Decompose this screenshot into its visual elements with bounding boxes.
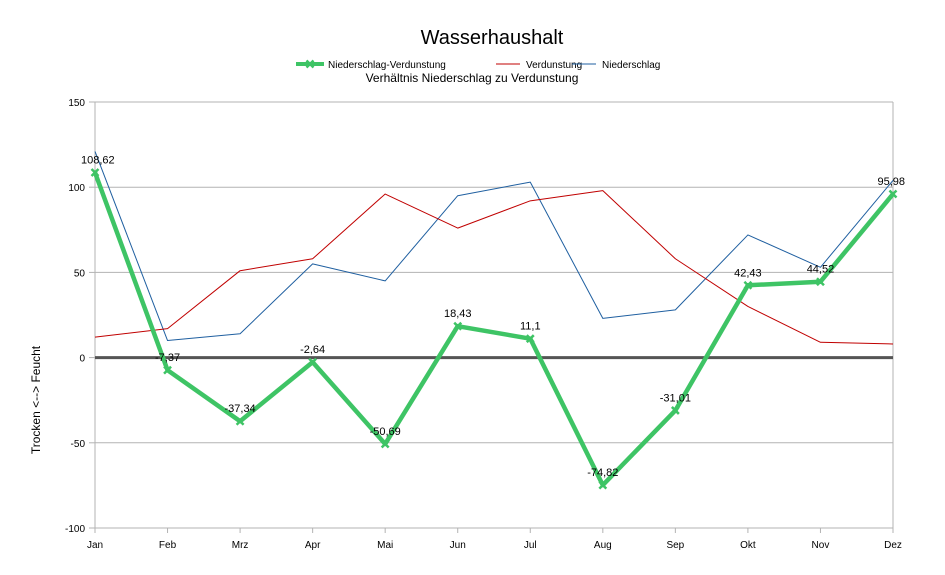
y-tick-label: -100 bbox=[65, 524, 85, 535]
x-tick-label: Dez bbox=[884, 540, 902, 551]
legend-label: Niederschlag bbox=[602, 60, 660, 71]
y-tick-label: 100 bbox=[68, 183, 85, 194]
x-tick-label: Mai bbox=[377, 540, 393, 551]
data-label: 42,43 bbox=[734, 267, 762, 279]
data-label: -31,01 bbox=[660, 392, 691, 404]
data-label: 95,98 bbox=[877, 176, 905, 188]
legend-item: Niederschlag bbox=[572, 60, 660, 71]
data-point bbox=[90, 168, 100, 177]
data-point bbox=[888, 189, 898, 199]
x-tick-label: Okt bbox=[740, 540, 756, 551]
data-label: -50,69 bbox=[370, 426, 401, 438]
data-point bbox=[380, 439, 390, 449]
data-label: -74,82 bbox=[587, 467, 618, 479]
data-labels: 108,62 -7,37 -37,34 -2,64 -50,69 18,43 11,1 -74… bbox=[81, 155, 905, 480]
series-line-1 bbox=[94, 190, 894, 345]
x-tick-label: Jun bbox=[450, 540, 466, 551]
legend: Niederschlag-Verdunstung Verdunstung Niede… bbox=[296, 59, 660, 71]
legend-label: Verdunstung bbox=[526, 60, 582, 71]
chart-subtitle: Verhältnis Niederschlag zu Verdunstung bbox=[366, 71, 579, 85]
data-label: 11,1 bbox=[520, 321, 541, 333]
data-label: -7,37 bbox=[155, 352, 180, 364]
legend-item: Niederschlag-Verdunstung bbox=[296, 59, 446, 71]
data-point bbox=[235, 416, 245, 426]
series-line-0 bbox=[92, 171, 895, 488]
x-tick-label: Feb bbox=[159, 540, 177, 551]
x-tick-label: Jul bbox=[524, 540, 537, 551]
x-tick-label: Apr bbox=[305, 540, 321, 551]
data-point bbox=[598, 480, 608, 490]
data-point bbox=[163, 365, 172, 375]
series-line-2 bbox=[94, 151, 894, 342]
y-axis-ticks: -100 -50 0 50 100 150 bbox=[65, 98, 95, 535]
y-tick-label: 150 bbox=[68, 98, 85, 109]
data-point bbox=[743, 280, 753, 290]
x-tick-label: Mrz bbox=[232, 540, 249, 551]
data-point bbox=[670, 406, 680, 415]
chart-title: Wasserhaushalt bbox=[421, 27, 564, 49]
data-label: -37,34 bbox=[224, 403, 255, 415]
legend-label: Niederschlag-Verdunstung bbox=[328, 60, 446, 71]
x-tick-label: Nov bbox=[812, 540, 830, 551]
data-label: 18,43 bbox=[444, 308, 472, 320]
data-point bbox=[453, 321, 463, 331]
x-axis-ticks: Jan Feb Mrz Apr Mai Jun Jul Aug Sep Okt Nov Dez bbox=[87, 528, 902, 551]
data-label: -2,64 bbox=[300, 344, 325, 356]
data-point bbox=[308, 357, 318, 367]
y-axis-title: Trocken <--> Feucht bbox=[29, 345, 43, 454]
series-layer bbox=[90, 151, 898, 490]
y-tick-label: 0 bbox=[79, 354, 85, 365]
grid bbox=[95, 101, 893, 529]
y-tick-label: 50 bbox=[74, 268, 86, 279]
data-label: 44,52 bbox=[807, 264, 835, 276]
data-label: 108,62 bbox=[81, 155, 115, 167]
y-tick-label: -50 bbox=[71, 439, 86, 450]
data-point bbox=[525, 334, 535, 344]
x-tick-label: Jan bbox=[87, 540, 103, 551]
x-tick-label: Sep bbox=[666, 540, 684, 551]
x-tick-label: Aug bbox=[594, 540, 612, 551]
axes bbox=[94, 102, 894, 529]
legend-item: Verdunstung bbox=[496, 60, 582, 71]
data-point bbox=[816, 277, 825, 287]
